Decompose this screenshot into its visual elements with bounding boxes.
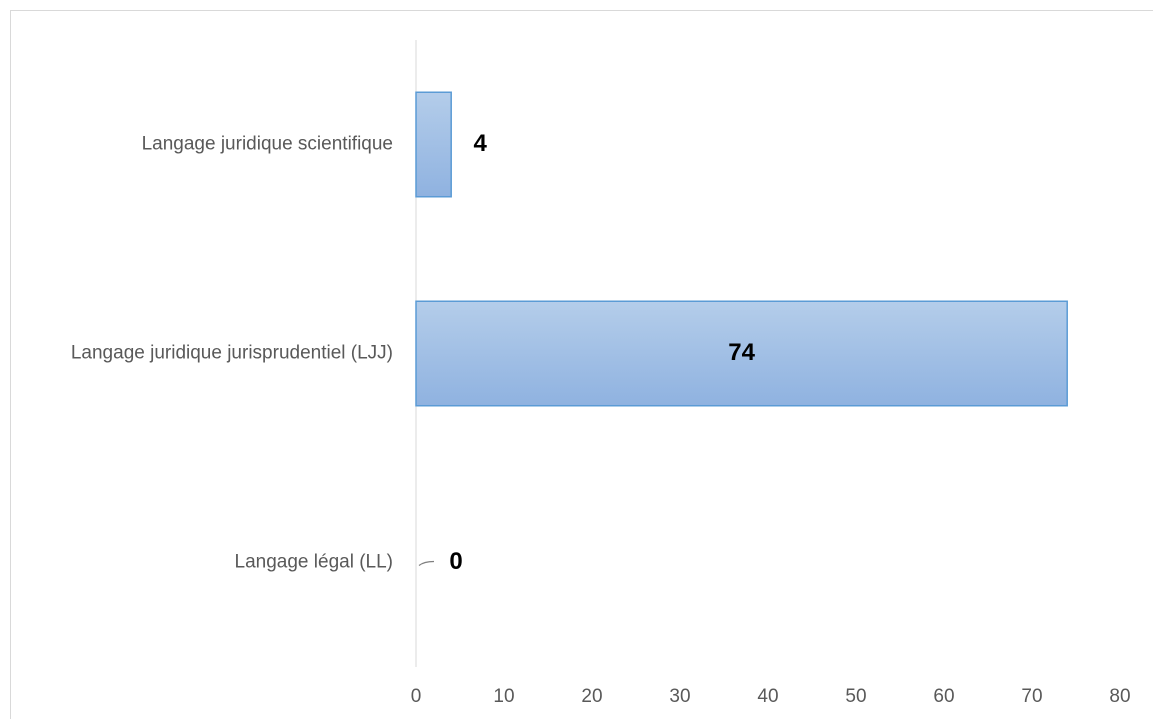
x-tick-label-20: 20 bbox=[581, 686, 602, 707]
x-tick-label-80: 80 bbox=[1109, 686, 1130, 707]
leader-line bbox=[418, 560, 435, 566]
x-tick-label-50: 50 bbox=[845, 686, 866, 707]
data-label-2: 74 bbox=[728, 339, 755, 366]
x-tick-label-60: 60 bbox=[933, 686, 954, 707]
category-labels: Langage juridique scientifique Langage ju… bbox=[71, 134, 393, 573]
x-tick-label-10: 10 bbox=[493, 686, 514, 707]
x-tick-labels: 0 10 20 30 40 50 60 70 80 bbox=[411, 686, 1131, 707]
category-label-1: Langage juridique scientifique bbox=[142, 134, 393, 155]
bar-2 bbox=[415, 300, 1068, 407]
bar-1 bbox=[415, 91, 452, 198]
x-tick-label-30: 30 bbox=[669, 686, 690, 707]
data-labels: 4 74 0 bbox=[418, 130, 756, 575]
data-label-3: 0 bbox=[449, 548, 462, 575]
x-tick-label-40: 40 bbox=[757, 686, 778, 707]
x-tick-label-0: 0 bbox=[411, 686, 422, 707]
category-label-2: Langage juridique jurisprudentiel (LJJ) bbox=[71, 343, 393, 364]
category-label-3: Langage légal (LL) bbox=[235, 552, 393, 573]
data-label-1: 4 bbox=[474, 130, 488, 157]
x-tick-label-70: 70 bbox=[1021, 686, 1042, 707]
bars-layer bbox=[415, 91, 1068, 407]
